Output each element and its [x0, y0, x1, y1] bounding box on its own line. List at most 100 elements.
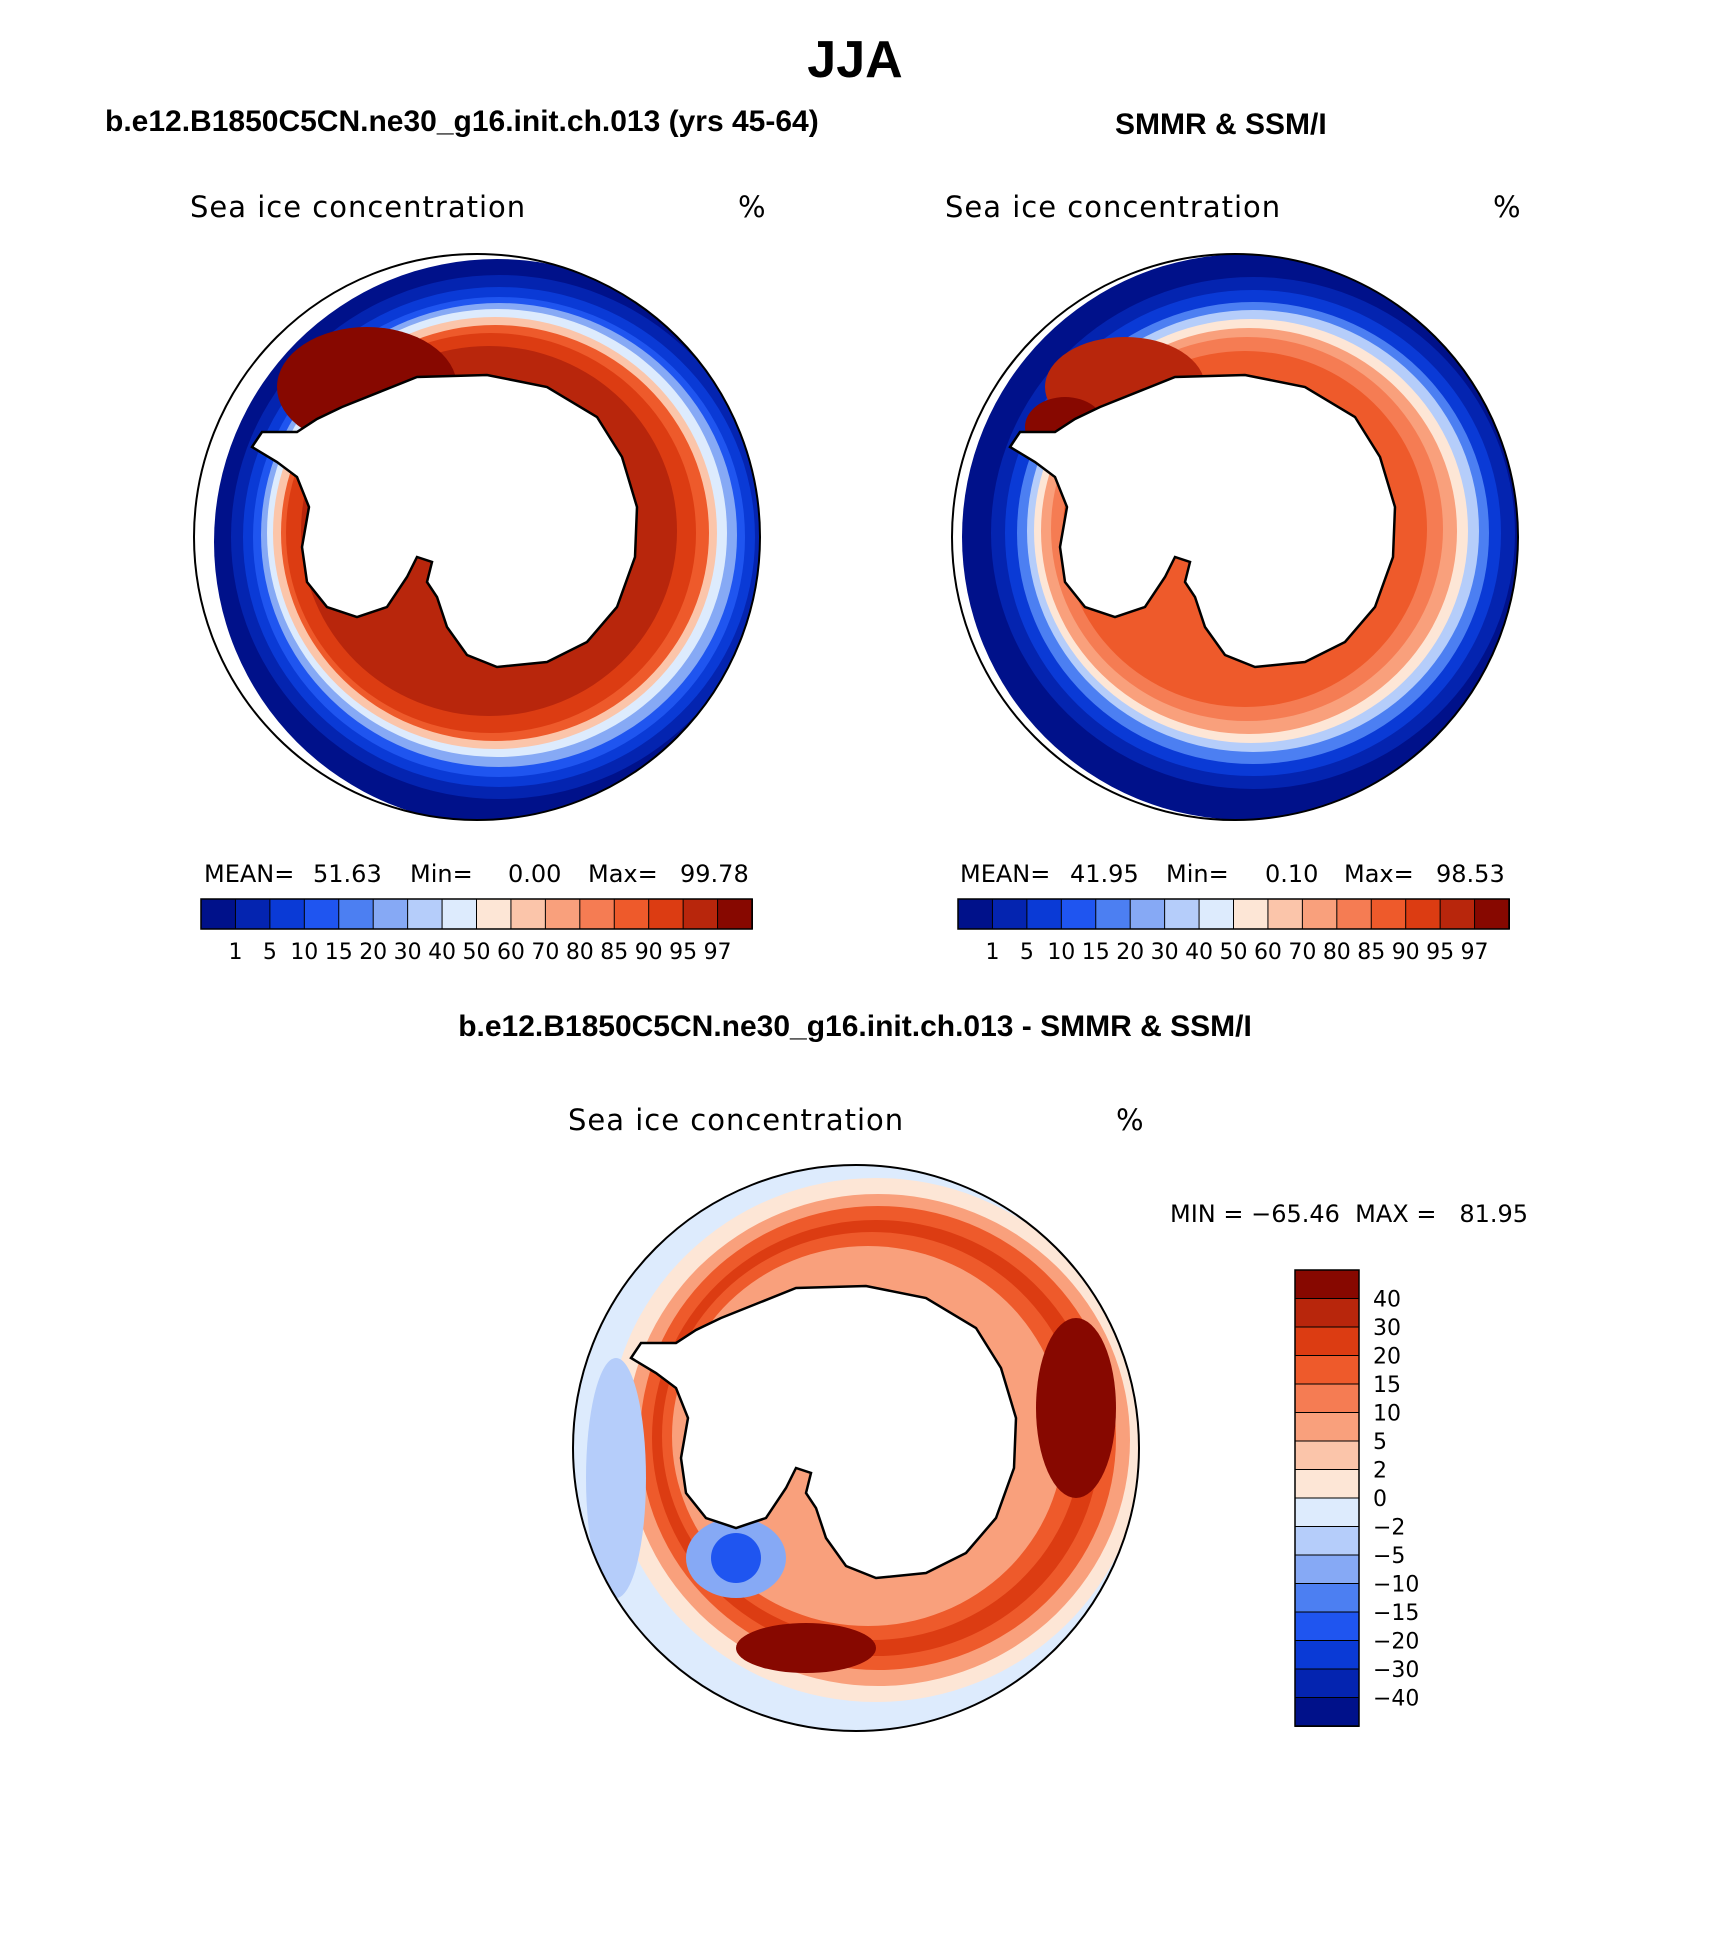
right-colorbar-swatch [1026, 898, 1063, 930]
left-colorbar-swatch [717, 898, 753, 930]
right-colorbar-swatch [1301, 898, 1338, 930]
bottom-colorbar-tick-label: 30 [1373, 1316, 1401, 1341]
bottom-colorbar-swatch [1294, 1668, 1360, 1699]
bottom-colorbar-tick-label: 5 [1373, 1430, 1387, 1455]
right-min-value: 0.10 [1265, 860, 1319, 888]
right-colorbar-tick-label: 1 [985, 940, 999, 965]
right-colorbar-swatch [1267, 898, 1304, 930]
left-colorbar-tick-label: 50 [463, 940, 491, 965]
bottom-colorbar-swatch [1294, 1383, 1360, 1414]
bottom-colorbar-tick-label: 10 [1373, 1402, 1401, 1427]
bottom-colorbar-swatch [1294, 1326, 1360, 1357]
left-colorbar-swatch [303, 898, 340, 930]
map-positive-anomaly-patch [736, 1623, 876, 1673]
left-colorbar-swatch [441, 898, 478, 930]
bottom-colorbar-tick-label: 0 [1373, 1487, 1387, 1512]
left-mean-label: MEAN= [204, 860, 295, 888]
figure-title: JJA [807, 31, 903, 89]
right-mean-value: 41.95 [1070, 860, 1139, 888]
right-panel-unit: % [1493, 190, 1521, 224]
left-colorbar-tick-label: 20 [359, 940, 387, 965]
right-colorbar-tick-label: 97 [1461, 940, 1489, 965]
left-colorbar-tick-label: 70 [531, 940, 559, 965]
right-colorbar-swatch [1129, 898, 1166, 930]
left-colorbar-swatch [200, 898, 237, 930]
right-colorbar-swatch [1439, 898, 1476, 930]
map-boundary-circle [951, 253, 1519, 821]
bottom-panel-title: b.e12.B1850C5CN.ne30_g16.init.ch.013 - S… [458, 1010, 1252, 1043]
map-negative-anomaly-patch [586, 1358, 646, 1598]
bottom-colorbar-tick-label: −20 [1373, 1630, 1419, 1655]
bottom-map [572, 1164, 1140, 1732]
left-colorbar-swatch [579, 898, 616, 930]
map-boundary-circle [572, 1164, 1140, 1732]
right-colorbar-tick-label: 90 [1392, 940, 1420, 965]
right-colorbar-swatch [1095, 898, 1132, 930]
left-panel-variable: Sea ice concentration [190, 190, 527, 224]
left-colorbar-swatch [338, 898, 375, 930]
bottom-colorbar-tick-label: 2 [1373, 1459, 1387, 1484]
left-colorbar-tick-label: 10 [290, 940, 318, 965]
left-colorbar-swatch [234, 898, 271, 930]
bottom-colorbar-swatch [1294, 1269, 1360, 1300]
left-panel-unit: % [738, 190, 766, 224]
left-min-label: Min= [410, 860, 473, 888]
bottom-colorbar-swatch [1294, 1412, 1360, 1442]
right-colorbar-swatch [1233, 898, 1269, 930]
left-colorbar-swatch [613, 898, 650, 930]
right-colorbar-tick-label: 80 [1323, 940, 1351, 965]
right-colorbar-frame [957, 898, 1510, 930]
left-colorbar-tick-label: 40 [428, 940, 456, 965]
right-colorbar-tick-label: 50 [1220, 940, 1248, 965]
right-colorbar-tick-label: 15 [1082, 940, 1110, 965]
left-colorbar-tick-label: 80 [566, 940, 594, 965]
left-colorbar-swatch [544, 898, 581, 930]
bottom-colorbar-swatch [1294, 1497, 1360, 1528]
left-colorbar-tick-label: 85 [600, 940, 628, 965]
bottom-panel-unit: % [1116, 1103, 1144, 1137]
right-colorbar-swatch [1370, 898, 1407, 930]
bottom-colorbar-swatch [1294, 1611, 1360, 1642]
left-max-label: Max= [588, 860, 658, 888]
bottom-colorbar-tick-label: −10 [1373, 1573, 1419, 1598]
left-colorbar-swatch [372, 898, 409, 930]
left-colorbar-swatch [510, 898, 547, 930]
left-colorbar-tick-label: 30 [394, 940, 422, 965]
right-colorbar: 1 5 10 15 20 30 40 50 60 70 80 85 90 95 97 [957, 898, 1510, 965]
bottom-colorbar-tick-label: 15 [1373, 1373, 1401, 1398]
left-colorbar-tick-label: 5 [263, 940, 277, 965]
bottom-colorbar-tick-label: −40 [1373, 1687, 1419, 1712]
right-colorbar-swatch [1198, 898, 1235, 930]
right-colorbar-tick-label: 30 [1151, 940, 1179, 965]
right-colorbar-tick-label: 95 [1426, 940, 1454, 965]
right-panel-title: SMMR & SSM/I [1115, 108, 1327, 141]
right-colorbar-swatch [1060, 898, 1097, 930]
right-panel-variable: Sea ice concentration [945, 190, 1282, 224]
right-colorbar-swatch [1164, 898, 1201, 930]
bottom-colorbar-tick-label: −5 [1373, 1544, 1405, 1569]
bottom-colorbar-swatch [1294, 1440, 1360, 1471]
bottom-colorbar-swatch [1294, 1554, 1360, 1585]
right-colorbar-tick-label: 10 [1047, 940, 1075, 965]
left-colorbar-tick-label: 1 [228, 940, 242, 965]
left-colorbar-tick-label: 95 [669, 940, 697, 965]
bottom-colorbar-swatch [1294, 1697, 1360, 1727]
left-mean-value: 51.63 [313, 860, 382, 888]
left-panel-title: b.e12.B1850C5CN.ne30_g16.init.ch.013 (yr… [105, 105, 819, 138]
left-colorbar-swatch [476, 898, 512, 930]
map-boundary-circle [193, 253, 761, 821]
map-negative-anomaly-patch [711, 1533, 761, 1583]
bottom-colorbar-tick-label: 40 [1373, 1288, 1401, 1313]
left-colorbar-swatch [682, 898, 719, 930]
bottom-colorbar-swatch [1294, 1526, 1360, 1556]
bottom-colorbar-swatch [1294, 1583, 1360, 1613]
right-max-value: 98.53 [1436, 860, 1505, 888]
left-colorbar-tick-label: 97 [704, 940, 732, 965]
left-colorbar-tick-label: 15 [325, 940, 353, 965]
left-colorbar-swatch [648, 898, 685, 930]
right-colorbar-tick-label: 85 [1357, 940, 1385, 965]
right-max-label: Max= [1344, 860, 1414, 888]
right-colorbar-tick-label: 5 [1020, 940, 1034, 965]
bottom-colorbar-tick-label: −30 [1373, 1658, 1419, 1683]
